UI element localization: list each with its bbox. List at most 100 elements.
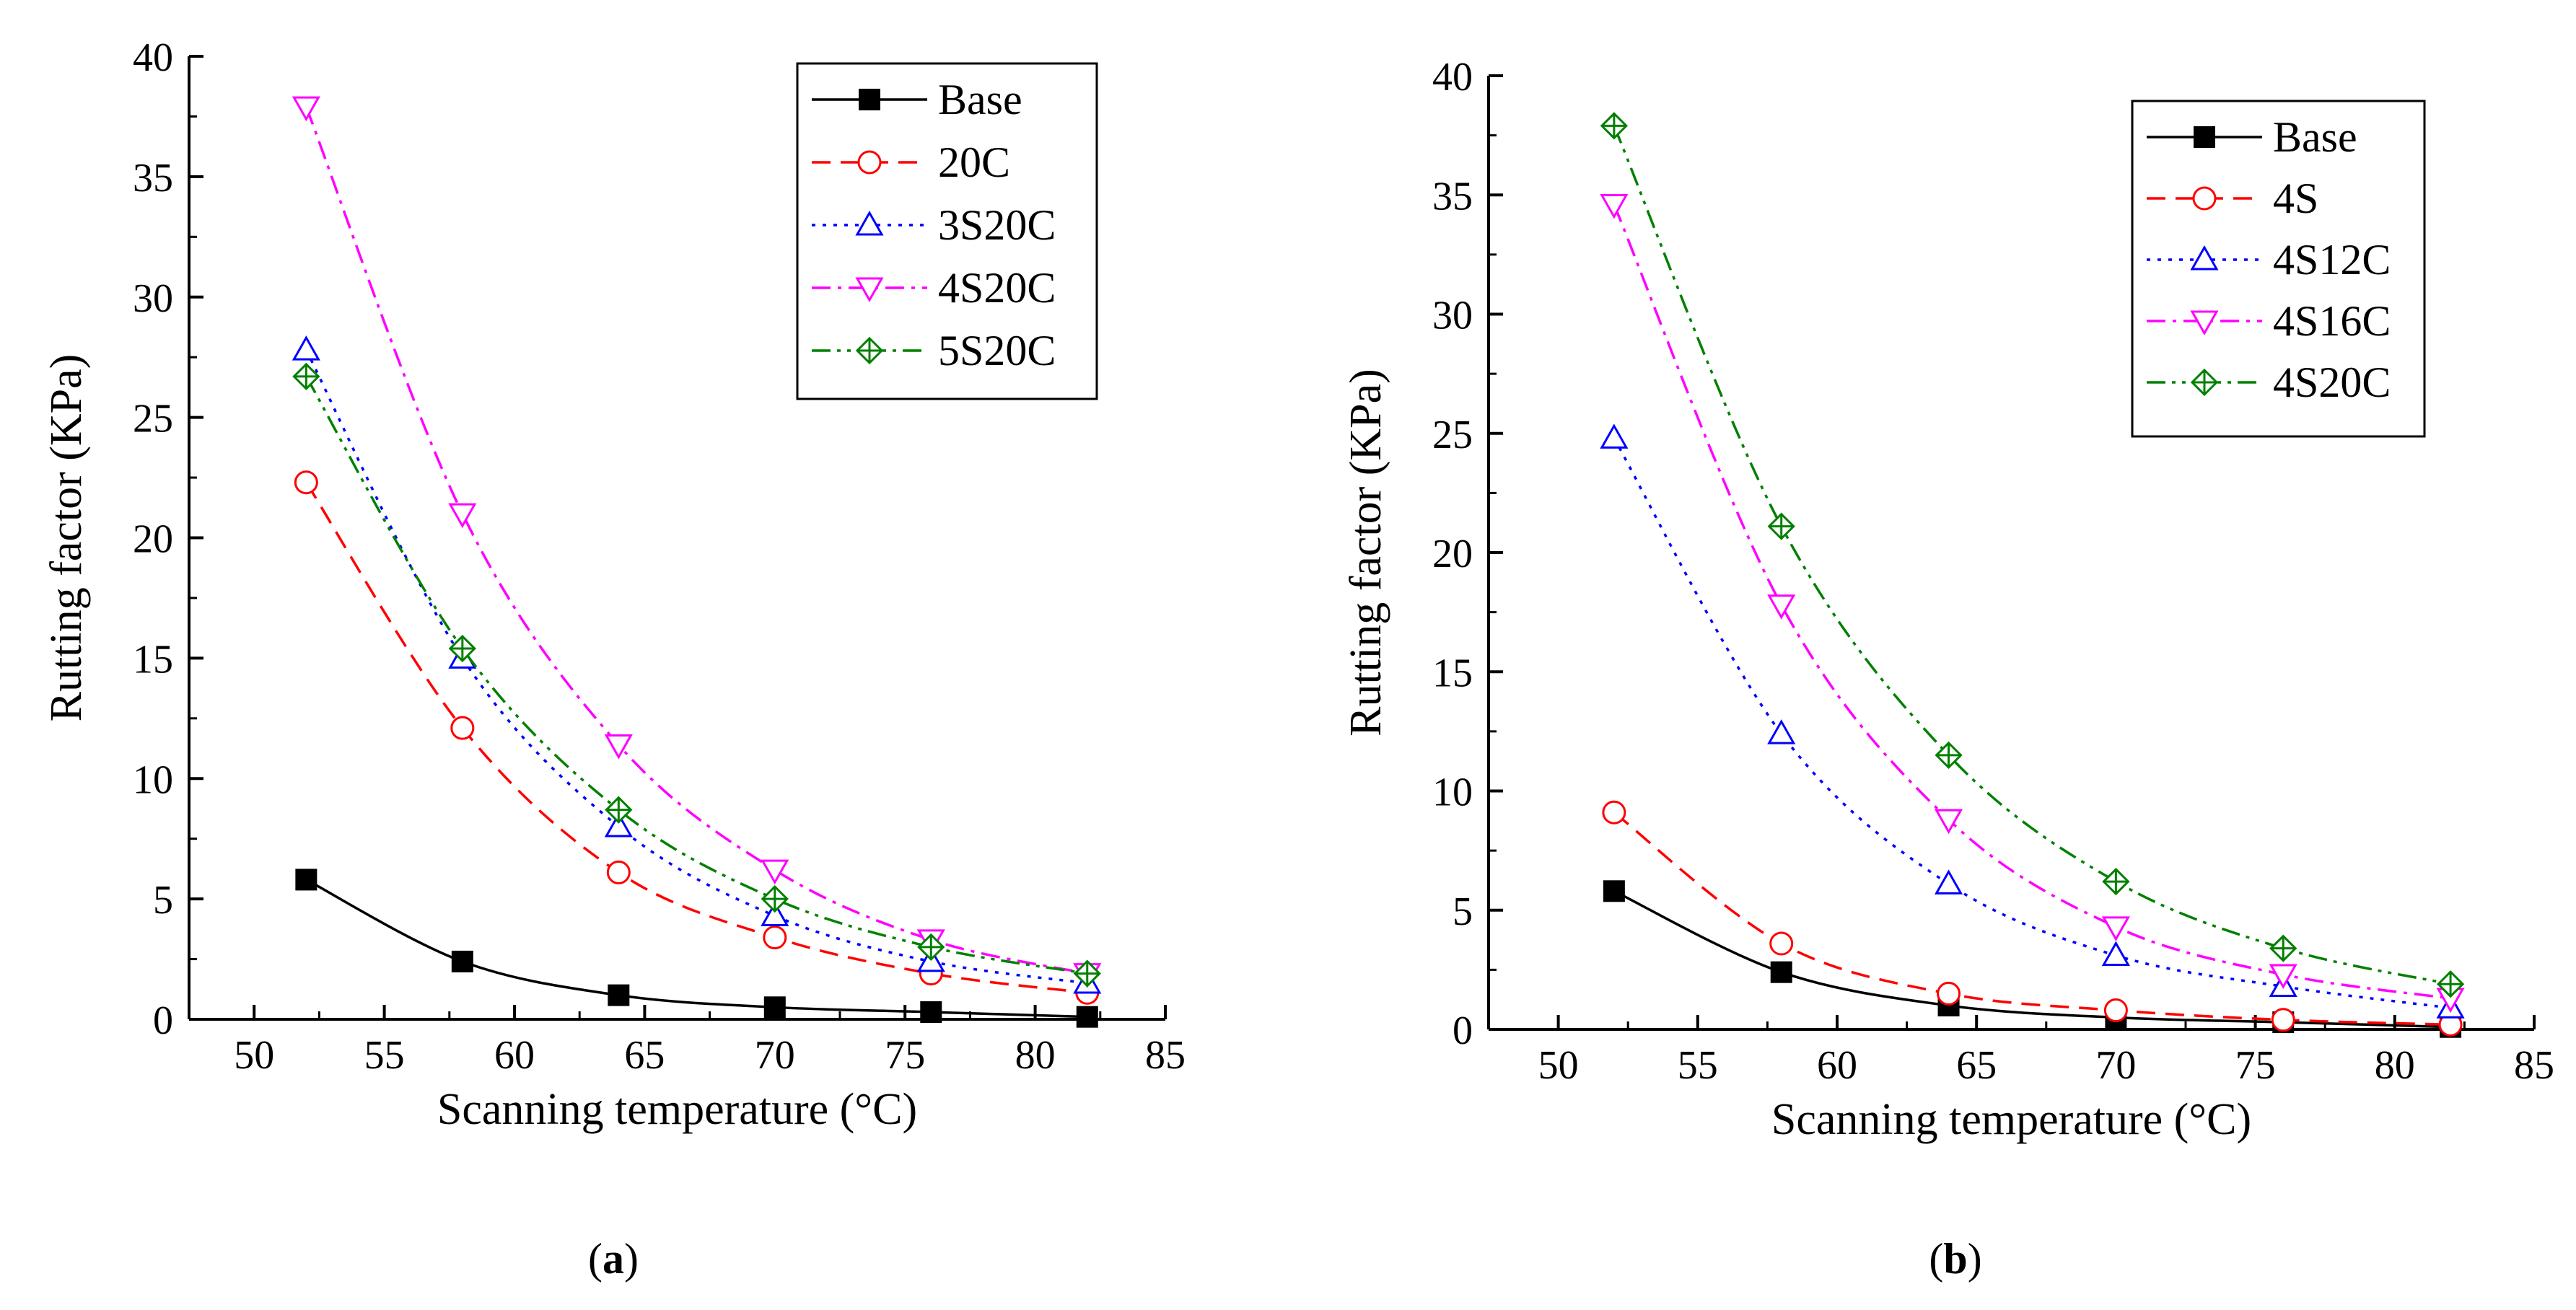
chart-a: 0 5 10 15 20 25 30 35 40 50 55 60 65 70 75 80 85 Scanning…	[42, 35, 1186, 1283]
data-point	[1767, 594, 1796, 620]
y-tick-label: 25	[133, 397, 173, 441]
series-3S20C	[292, 335, 1102, 994]
legend-item: 5S20C	[812, 327, 1056, 374]
legend-marker	[857, 150, 882, 175]
x-tick-label: 65	[624, 1033, 665, 1078]
y-tick-label: 5	[1453, 889, 1473, 934]
y-tick-label: 20	[1432, 532, 1473, 576]
legend-marker	[2192, 186, 2217, 211]
data-point	[2101, 916, 2130, 941]
legend: Base 20C 3S20C 4S20C 5S20C	[796, 62, 1098, 400]
data-point	[1769, 931, 1794, 956]
y-tick-label: 10	[133, 757, 173, 802]
series-line	[305, 106, 1088, 975]
data-point	[294, 470, 318, 495]
data-point	[605, 796, 633, 824]
data-point	[1076, 1006, 1098, 1028]
series-line	[1613, 437, 2451, 1009]
series-line	[305, 481, 1087, 995]
x-tick-label: 80	[2375, 1043, 2415, 1088]
x-tick-label: 85	[1145, 1033, 1186, 1078]
data-point	[1935, 741, 1963, 770]
series-line	[1613, 889, 2451, 1029]
legend-label: 4S20C	[2273, 359, 2391, 406]
data-point	[1600, 423, 1629, 449]
series-4S16C	[1600, 193, 2465, 1014]
data-point	[1602, 800, 1626, 825]
x-tick-label: 70	[2095, 1043, 2136, 1088]
data-point	[1600, 193, 1629, 219]
data-point	[1767, 719, 1796, 744]
data-point	[917, 933, 945, 961]
legend-item: 3S20C	[812, 201, 1056, 249]
data-point	[604, 734, 633, 760]
x-axis-label: Scanning temperature (°C)	[437, 1085, 917, 1134]
x-tick-label: 55	[1678, 1043, 1718, 1088]
panel-a: 0 5 10 15 20 25 30 35 40 50 55 60 65 70 75 80 85 Scanning…	[42, 35, 1186, 1283]
series-5S20C	[292, 362, 1101, 988]
x-tick-label: 75	[885, 1033, 925, 1078]
data-point	[763, 996, 786, 1019]
legend-item: 4S	[2147, 175, 2318, 222]
y-tick-label: 20	[133, 517, 173, 562]
series-4S20C	[1600, 112, 2465, 998]
data-point	[761, 885, 789, 913]
data-point	[448, 503, 477, 529]
legend-marker	[855, 336, 884, 365]
data-point	[1600, 112, 1629, 140]
data-point	[761, 901, 789, 926]
legend-marker	[855, 277, 884, 303]
legend-label: 5S20C	[938, 327, 1056, 374]
legend-label: 4S16C	[2273, 297, 2391, 345]
x-tick-label: 65	[1956, 1043, 1997, 1088]
legend-item: 4S16C	[2147, 297, 2391, 345]
data-point	[2436, 970, 2465, 998]
data-point	[2269, 934, 2297, 962]
data-point	[1934, 809, 1963, 835]
y-tick-label: 30	[1432, 294, 1473, 338]
legend-label: 4S	[2273, 175, 2318, 222]
data-point	[1603, 880, 1625, 902]
data-point	[920, 1001, 942, 1023]
legend-marker	[2190, 310, 2219, 336]
series-4S	[1602, 800, 2463, 1037]
legend-label: Base	[938, 76, 1022, 123]
y-axis-label: Rutting factor (KPa)	[42, 354, 91, 722]
data-point	[2103, 998, 2128, 1023]
data-point	[761, 859, 789, 885]
x-tick-label: 60	[1817, 1043, 1857, 1088]
data-point	[1937, 981, 1961, 1006]
series-Base	[295, 869, 1098, 1028]
legend-marker	[859, 89, 880, 110]
data-point	[1073, 959, 1101, 988]
data-point	[606, 860, 631, 884]
legend-marker	[855, 210, 884, 236]
legend: Base 4S 4S12C 4S16C 4S20C	[2131, 100, 2426, 438]
y-tick-label: 30	[133, 276, 173, 321]
data-point	[1934, 869, 1963, 894]
x-axis-label: Scanning temperature (°C)	[1771, 1095, 2251, 1144]
x-tick-label: 85	[2514, 1043, 2554, 1088]
series-20C	[294, 470, 1100, 1005]
y-tick-label: 5	[153, 878, 173, 923]
y-tick-label: 35	[133, 156, 173, 201]
x-tick-label: 50	[234, 1033, 274, 1078]
panel-caption: (a)	[588, 1235, 639, 1283]
legend-label: 4S12C	[2273, 236, 2391, 283]
data-point	[292, 96, 320, 122]
x-tick-label: 50	[1538, 1043, 1579, 1088]
data-point	[604, 812, 633, 838]
legend-label: 3S20C	[938, 201, 1056, 249]
y-tick-label: 40	[1432, 55, 1473, 100]
legend-label: 20C	[938, 139, 1010, 186]
series-Base	[1603, 880, 2462, 1038]
y-tick-label: 0	[1453, 1008, 1473, 1053]
y-tick-label: 15	[133, 637, 173, 682]
legend-item: Base	[812, 76, 1022, 123]
legend-marker	[2190, 245, 2219, 271]
legend-item: 20C	[812, 139, 1010, 186]
legend-box	[796, 62, 1098, 400]
data-point	[2269, 964, 2297, 990]
y-tick-label: 0	[153, 998, 173, 1043]
series-line	[305, 376, 1088, 975]
